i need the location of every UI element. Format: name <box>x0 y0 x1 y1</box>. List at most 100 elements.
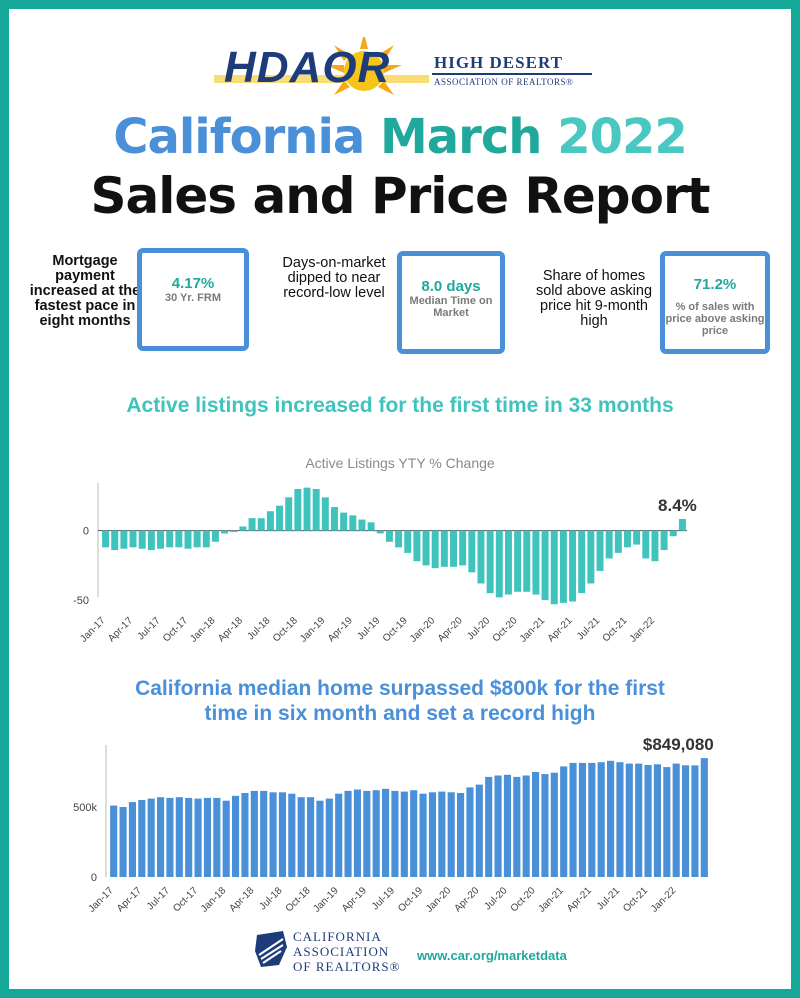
bar <box>523 530 531 592</box>
stat-mortgage-label: 30 Yr. FRM <box>164 292 222 304</box>
x-tick-label: Oct-18 <box>284 885 313 914</box>
bar <box>138 530 146 549</box>
stat-asking-label: % of sales with price above asking price <box>665 301 765 337</box>
bar <box>422 530 430 566</box>
bar <box>466 787 474 877</box>
bar <box>678 519 686 531</box>
x-tick-label: Jul-18 <box>245 615 272 642</box>
bar <box>363 790 371 877</box>
bar <box>349 515 357 531</box>
car-line1: CALIFORNIA <box>293 929 382 944</box>
bar <box>391 790 399 877</box>
bar <box>111 530 119 551</box>
listings-chart-title: Active Listings YTY % Change <box>305 455 495 471</box>
bar <box>475 784 483 877</box>
y-tick-label: 0 <box>91 872 97 884</box>
stat-asking-box: 71.2% % of sales with price above asking… <box>660 251 770 354</box>
bar <box>682 765 690 877</box>
bar <box>644 765 652 877</box>
bar <box>110 805 118 877</box>
bar <box>241 793 249 877</box>
bar <box>486 530 494 594</box>
bar <box>578 762 587 877</box>
bar <box>672 763 680 877</box>
x-tick-label: Apr-17 <box>115 885 144 914</box>
x-tick-label: Oct-18 <box>271 615 300 644</box>
bar <box>503 774 512 877</box>
bar <box>413 530 421 562</box>
car-emblem-icon <box>255 931 287 967</box>
bar <box>485 776 493 877</box>
bar <box>522 775 530 877</box>
bar <box>569 530 577 602</box>
bar <box>276 505 284 531</box>
bar <box>367 522 375 531</box>
bar <box>663 767 671 877</box>
y-tick-label: 500k <box>73 802 97 814</box>
stat-mortgage-box: 4.17% 30 Yr. FRM <box>137 248 249 351</box>
stat-dom-value: 8.0 days <box>421 278 481 295</box>
bar <box>400 791 408 877</box>
bar <box>541 774 549 877</box>
x-tick-label: Oct-19 <box>396 885 425 914</box>
x-tick-label: Oct-17 <box>161 615 190 644</box>
x-tick-label: Jan-19 <box>311 885 341 915</box>
x-tick-label: Apr-20 <box>452 885 481 914</box>
bar <box>257 518 265 531</box>
bar <box>269 792 277 877</box>
market-data-link[interactable]: www.car.org/marketdata <box>417 948 567 963</box>
bar <box>642 530 650 559</box>
bar <box>660 530 668 551</box>
x-tick-label: Apr-18 <box>227 885 256 914</box>
bar <box>316 800 324 877</box>
report-subtitle: Sales and Price Report <box>90 167 710 225</box>
bar <box>129 530 137 548</box>
x-tick-label: Jan-21 <box>518 615 548 645</box>
bar <box>285 497 293 531</box>
price-heading: California median home surpassed $800k f… <box>135 677 665 725</box>
bar <box>651 530 659 562</box>
bar <box>297 797 305 877</box>
bar <box>138 800 146 877</box>
bar <box>119 807 127 877</box>
bar <box>514 530 522 592</box>
title-state: California <box>113 109 365 165</box>
bar <box>532 772 540 877</box>
bar <box>344 790 352 877</box>
bar <box>633 530 641 545</box>
x-tick-label: Jan-20 <box>408 615 438 645</box>
x-tick-label: Jul-20 <box>483 885 510 912</box>
bar <box>550 530 558 605</box>
bar <box>616 762 624 877</box>
listings-heading: Active listings increased for the first … <box>126 394 674 417</box>
bar <box>185 797 193 877</box>
bar <box>669 530 677 537</box>
bar <box>120 530 128 549</box>
bar <box>194 798 202 877</box>
bar <box>147 798 155 877</box>
bar <box>587 530 595 584</box>
bar <box>307 797 315 877</box>
bar <box>260 790 268 877</box>
x-tick-label: Apr-21 <box>565 885 594 914</box>
bar <box>175 530 183 548</box>
stat-dom-box: 8.0 days Median Time on Market <box>397 251 505 354</box>
bar <box>303 487 311 531</box>
bar <box>335 793 343 877</box>
stat-asking-desc: Share of homes sold above asking price h… <box>535 268 653 329</box>
bar <box>193 530 201 548</box>
title-year: 2022 <box>557 109 688 165</box>
logo-line2: ASSOCIATION OF REALTORS® <box>434 77 574 87</box>
bar <box>513 776 521 877</box>
bar <box>635 763 643 877</box>
x-tick-label: Jul-19 <box>355 615 382 642</box>
title-month: March <box>380 109 542 165</box>
bar <box>541 530 549 601</box>
car-line3: OF REALTORS® <box>293 959 401 974</box>
bar <box>578 530 586 594</box>
x-tick-label: Jul-21 <box>575 615 602 642</box>
bar <box>278 792 287 877</box>
bar <box>128 802 137 877</box>
car-logo: CALIFORNIA ASSOCIATION OF REALTORS® <box>253 927 423 983</box>
